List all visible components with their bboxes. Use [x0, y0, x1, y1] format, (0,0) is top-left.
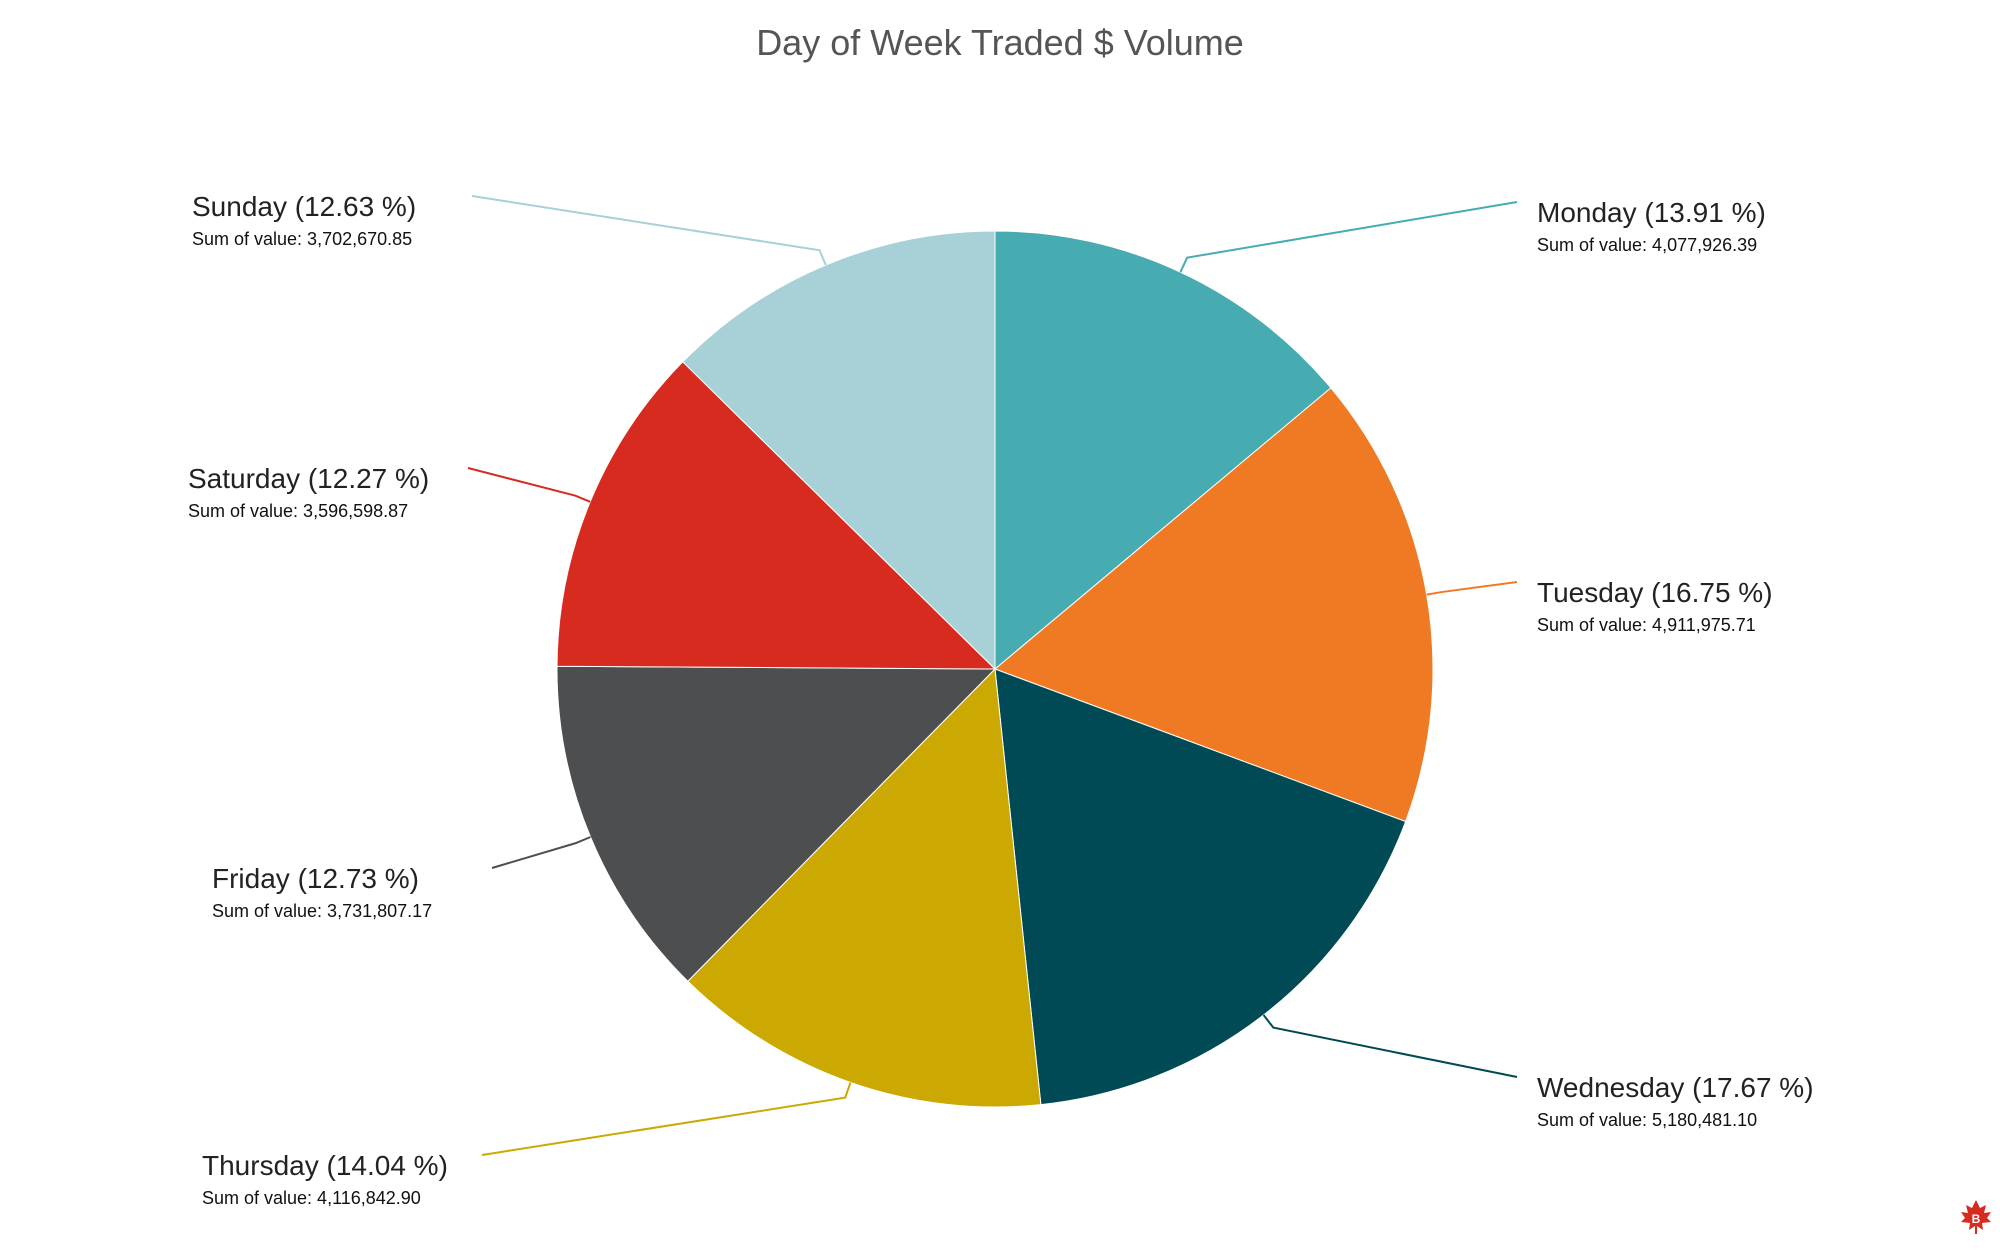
leader-line-tuesday: [1426, 581, 1518, 596]
maple-leaf-bitcoin-icon: B: [1961, 1200, 1991, 1234]
slice-label-sunday: Sunday (12.63 %): [192, 191, 416, 222]
slice-label-tuesday: Tuesday (16.75 %): [1537, 577, 1773, 608]
slice-label-saturday: Saturday (12.27 %): [188, 463, 429, 494]
label-leaders: [467, 195, 1518, 1156]
slice-label-monday: Monday (13.91 %): [1537, 197, 1766, 228]
leader-line-wednesday: [1262, 1014, 1518, 1078]
pie-slice-friday: [556, 665, 997, 982]
pie-slice-thursday: [687, 667, 1042, 1108]
slice-sublabel-thursday: Sum of value: 4,116,842.90: [202, 1188, 421, 1208]
svg-text:B: B: [1972, 1212, 1981, 1226]
slice-sublabel-saturday: Sum of value: 3,596,598.87: [188, 501, 408, 521]
chart-title: Day of Week Traded $ Volume: [756, 22, 1244, 63]
leader-line-monday: [1179, 201, 1518, 273]
slice-sublabel-tuesday: Sum of value: 4,911,975.71: [1537, 615, 1756, 635]
leader-line-saturday: [467, 467, 591, 503]
pie-slice-wednesday: [994, 668, 1407, 1106]
pie-slice-tuesday: [994, 387, 1434, 823]
slice-sublabel-wednesday: Sum of value: 5,180,481.10: [1537, 1110, 1757, 1130]
slice-labels: Monday (13.91 %) Sum of value: 4,077,926.…: [188, 191, 1814, 1208]
pie-slice-monday: [994, 230, 1332, 671]
pie-slice-saturday: [556, 361, 997, 670]
slice-sublabel-friday: Sum of value: 3,731,807.17: [212, 901, 432, 921]
slice-label-friday: Friday (12.73 %): [212, 863, 419, 894]
pie-slices: [556, 230, 1434, 1108]
leader-line-thursday: [481, 1082, 852, 1156]
leader-line-friday: [491, 836, 591, 869]
leader-line-sunday: [471, 195, 827, 266]
slice-sublabel-monday: Sum of value: 4,077,926.39: [1537, 235, 1757, 255]
slice-sublabel-sunday: Sum of value: 3,702,670.85: [192, 229, 412, 249]
slice-label-thursday: Thursday (14.04 %): [202, 1150, 448, 1181]
slice-label-wednesday: Wednesday (17.67 %): [1537, 1072, 1814, 1103]
